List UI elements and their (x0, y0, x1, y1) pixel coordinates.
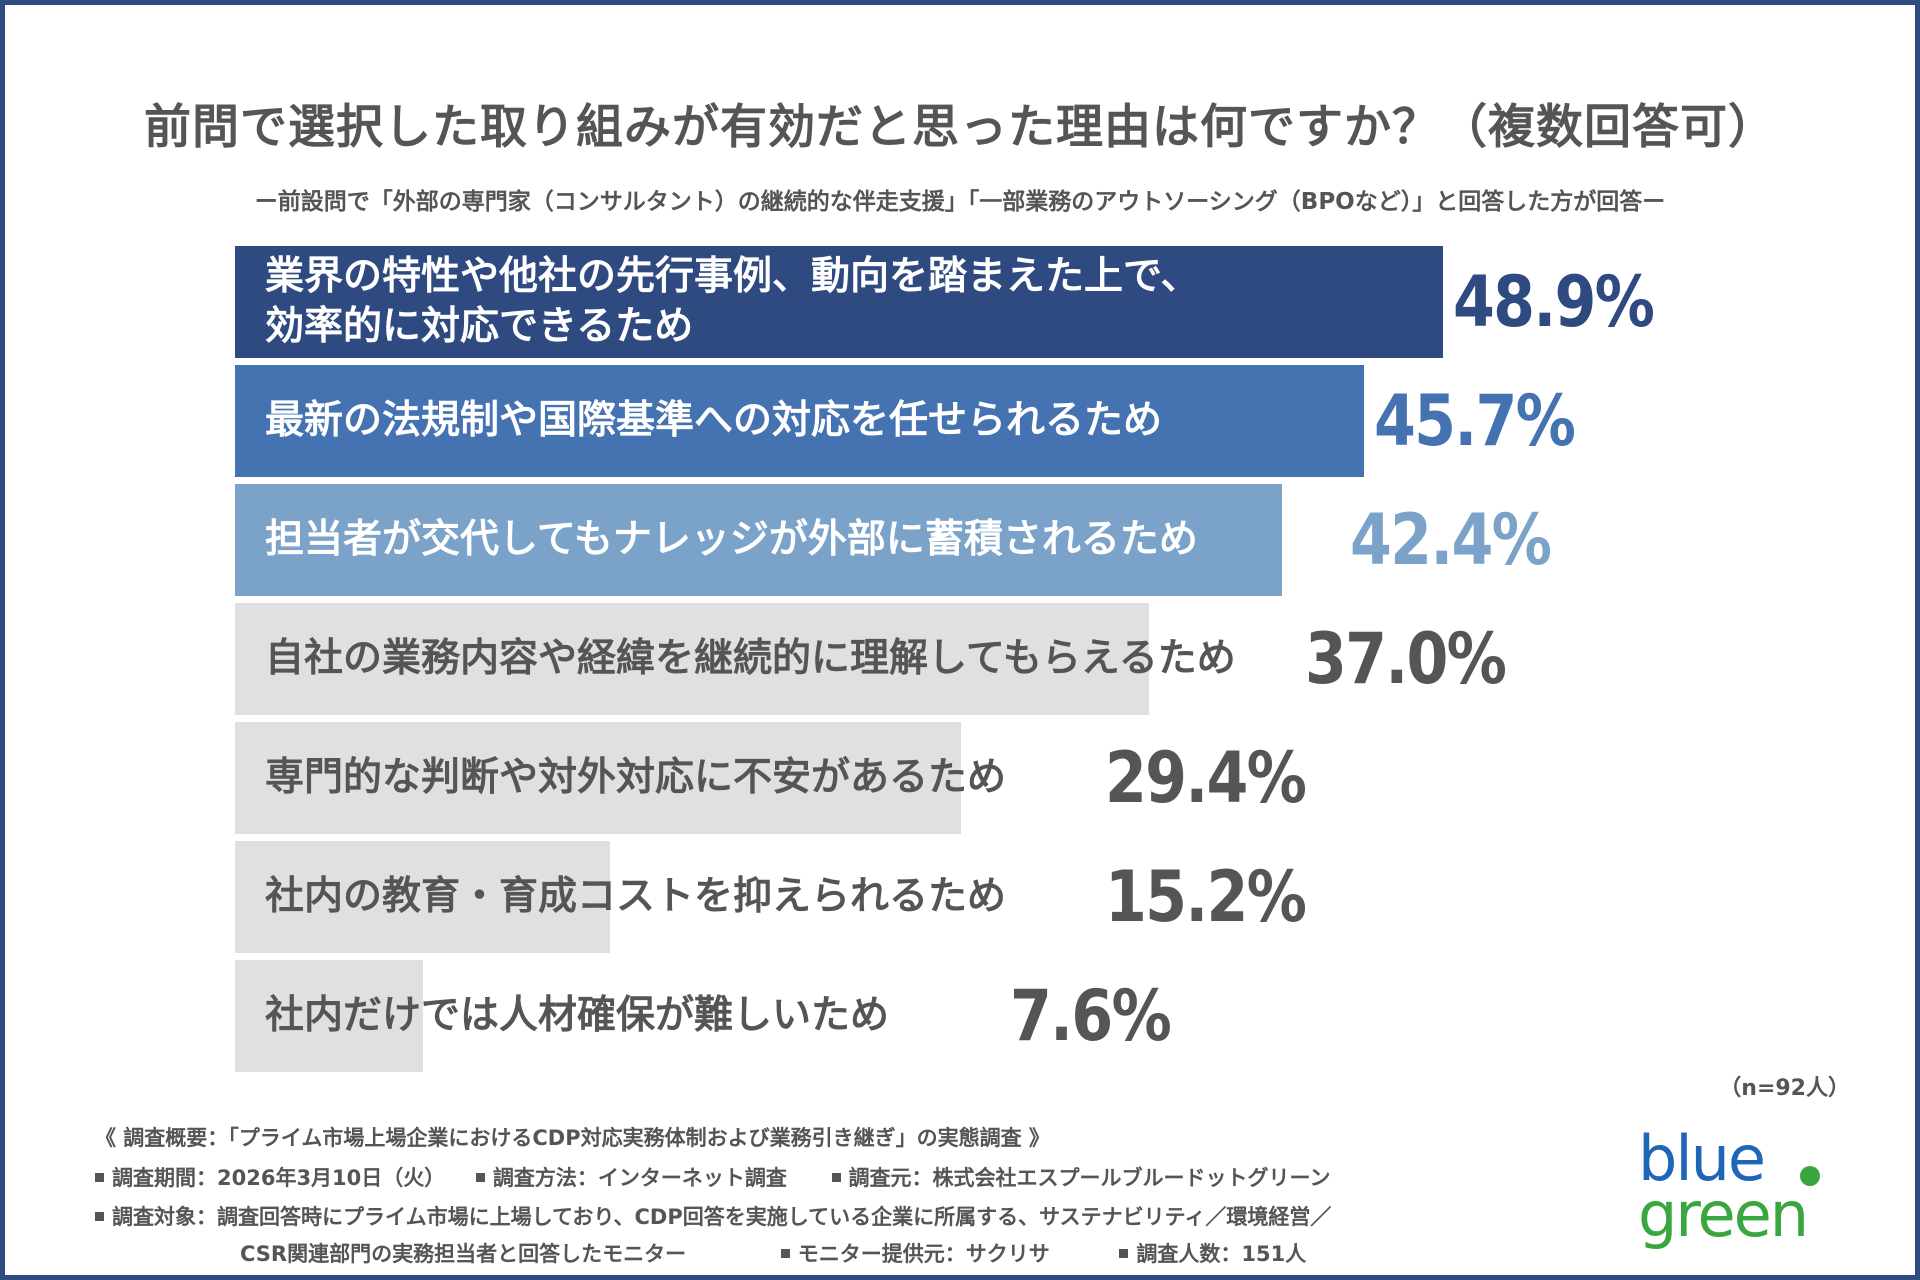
survey-organizer: 調査元：株式会社エスプールブルードットグリーン (848, 1166, 1331, 1190)
logo-line-blue: blue (1638, 1122, 1766, 1195)
survey-line-3: CSR関連部門の実務担当者と回答したモニター モニター提供元：サクリサ 調査人数… (240, 1238, 1306, 1268)
bar-value-label: 7.6% (1010, 975, 1172, 1057)
bar-category-label: 社内だけでは人材確保が難しいため (265, 993, 890, 1038)
bar (235, 365, 1364, 477)
bar (235, 841, 610, 953)
bar-category-label: 業界の特性や他社の先行事例、動向を踏まえた上で、 効率的に対応できるため (265, 254, 1200, 349)
bar-category-label: 最新の法規制や国際基準への対応を任せられるため (265, 398, 1163, 443)
chart-title: 前問で選択した取り組みが有効だと思った理由は何ですか？（複数回答可） (144, 100, 1776, 155)
bullet-square (1119, 1248, 1129, 1258)
sample-size-note: （n=92人） (1719, 1076, 1850, 1101)
bar-category-label: 社内の教育・育成コストを抑えられるため (265, 874, 1007, 919)
bullet-square (95, 1211, 104, 1221)
survey-target: 調査対象：調査回答時にプライム市場に上場しており、CDP回答を実施している企業に… (112, 1205, 1332, 1229)
bar-value-label: 45.7% (1374, 380, 1576, 462)
logo-line-green: green (1638, 1178, 1809, 1251)
bar-value-label: 29.4% (1105, 737, 1307, 819)
bluegreen-logo: blue green (1630, 1128, 1870, 1263)
survey-provider: モニター提供元：サクリサ (797, 1242, 1050, 1266)
bar (235, 246, 1443, 358)
survey-overview: 《 調査概要：「プライム市場上場企業におけるCDP対応実務体制および業務引き継ぎ… (95, 1126, 1050, 1150)
bar-value-label: 48.9% (1453, 261, 1655, 343)
logo-dot (1800, 1166, 1820, 1186)
bar-category-label: 担当者が交代してもナレッジが外部に蓄積されるため (265, 517, 1198, 562)
bar (235, 484, 1282, 596)
survey-line-1: 調査期間：2026年3月10日（火） 調査方法：インターネット調査 調査元：株式… (95, 1162, 1331, 1192)
bullet-square (780, 1248, 790, 1258)
bar (235, 603, 1149, 715)
bar-category-label: 専門的な判断や対外対応に不安があるため (265, 755, 1007, 800)
bar (235, 960, 423, 1072)
survey-respondents: 調査人数：151人 (1136, 1242, 1307, 1266)
survey-target-cont: CSR関連部門の実務担当者と回答したモニター (240, 1242, 687, 1266)
bar-category-label: 自社の業務内容や経緯を継続的に理解してもらえるため (265, 636, 1236, 681)
survey-line-2: 調査対象：調査回答時にプライム市場に上場しており、CDP回答を実施している企業に… (95, 1201, 1331, 1231)
survey-method: 調査方法：インターネット調査 (492, 1166, 787, 1190)
survey-period: 調査期間：2026年3月10日（火） (112, 1166, 446, 1190)
bar-value-label: 37.0% (1305, 618, 1507, 700)
bullet-square (475, 1172, 485, 1182)
bar (235, 722, 961, 834)
bullet-square (831, 1172, 841, 1182)
bar-value-label: 42.4% (1350, 499, 1552, 581)
chart-subtitle: ー前設問で「外部の専門家（コンサルタント）の継続的な伴走支援」「一部業務のアウト… (254, 189, 1666, 215)
bar-value-label: 15.2% (1105, 856, 1307, 938)
bullet-square (95, 1172, 104, 1182)
